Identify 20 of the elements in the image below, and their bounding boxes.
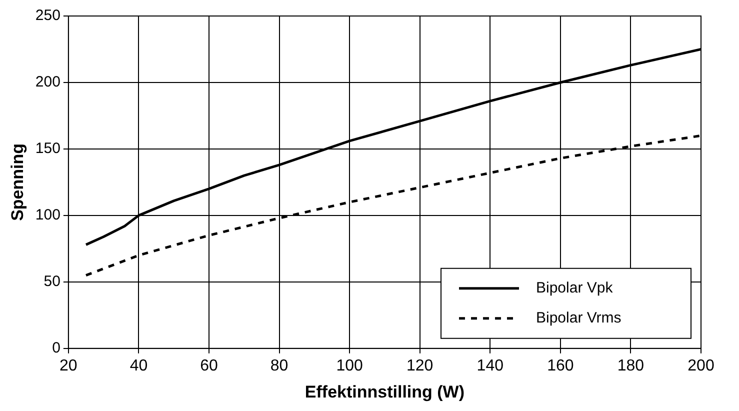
x-tick-label: 120: [406, 357, 434, 374]
x-tick-label: 200: [688, 357, 714, 374]
y-tick-label: 100: [35, 206, 60, 224]
x-tick-label: 80: [270, 357, 288, 374]
x-tick-label: 20: [60, 357, 78, 374]
y-tick-label: 250: [35, 7, 60, 24]
x-tick-label: 40: [130, 357, 148, 374]
y-axis-title: Spenning: [8, 143, 27, 221]
x-tick-label: 60: [200, 357, 218, 374]
x-tick-label: 140: [476, 357, 504, 374]
x-axis-title: Effektinnstilling (W): [304, 382, 465, 402]
x-tick-label: 160: [547, 357, 574, 374]
x-tick-label: 180: [617, 357, 644, 374]
x-tick-label: 100: [336, 357, 364, 374]
y-tick-label: 150: [35, 140, 60, 158]
y-tick-label: 200: [35, 74, 60, 91]
y-tick-label: 0: [52, 340, 60, 357]
y-tick-label: 50: [44, 273, 60, 290]
legend-label: Bipolar Vrms: [536, 310, 622, 327]
legend-label: Bipolar Vpk: [536, 280, 614, 297]
